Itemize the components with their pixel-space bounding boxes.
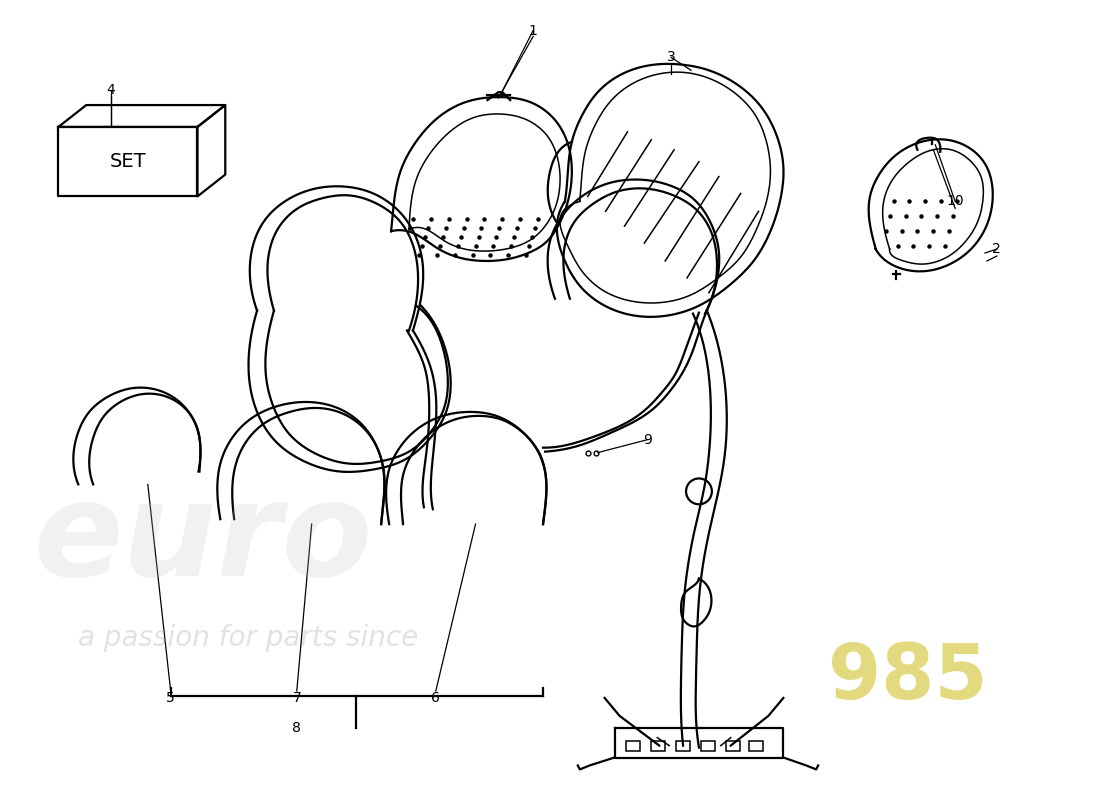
Bar (627, 741, 640, 750)
Bar (701, 741, 715, 750)
Text: 5: 5 (166, 691, 175, 705)
Bar (651, 741, 666, 750)
Bar (676, 741, 690, 750)
Text: euro: euro (34, 475, 373, 602)
Text: 9: 9 (642, 433, 652, 446)
Bar (749, 741, 762, 750)
Text: 10: 10 (946, 194, 964, 208)
Text: 8: 8 (293, 721, 301, 734)
Text: a passion for parts since: a passion for parts since (78, 624, 418, 652)
Text: 985: 985 (828, 641, 988, 715)
Text: SET: SET (110, 152, 146, 171)
Text: 4: 4 (107, 83, 116, 97)
Text: 7: 7 (293, 691, 301, 705)
Text: 2: 2 (992, 242, 1001, 256)
Bar (726, 741, 739, 750)
Text: 3: 3 (667, 50, 675, 64)
Text: 6: 6 (431, 691, 440, 705)
Text: 1: 1 (529, 23, 538, 38)
